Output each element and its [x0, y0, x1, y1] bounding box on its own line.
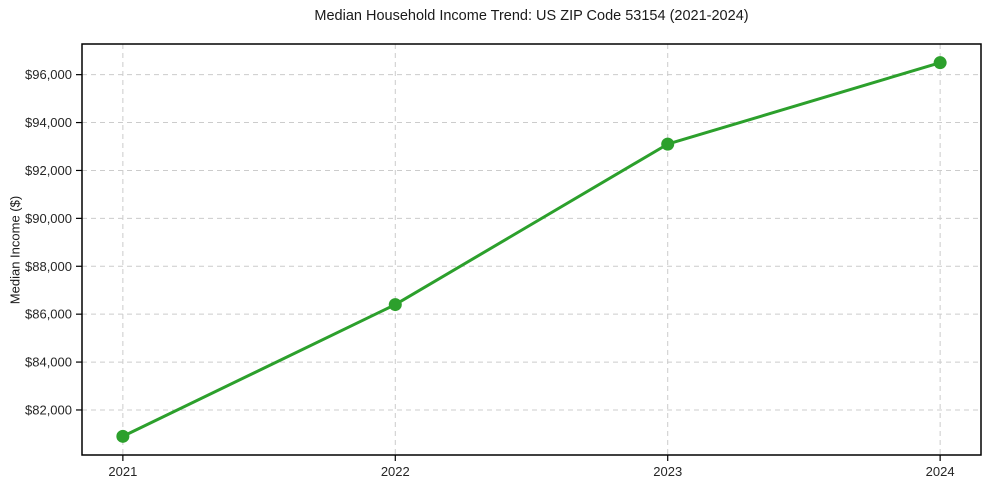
y-tick-label: $94,000 — [25, 115, 72, 130]
x-tick-label: 2023 — [653, 464, 682, 479]
y-tick-label: $88,000 — [25, 259, 72, 274]
line-series — [121, 61, 942, 438]
y-tick-label: $84,000 — [25, 355, 72, 370]
y-tick-label: $92,000 — [25, 163, 72, 178]
y-tick-label: $86,000 — [25, 307, 72, 322]
x-tick-label: 2022 — [381, 464, 410, 479]
data-point-marker — [661, 137, 675, 151]
data-point-marker — [388, 298, 402, 312]
plot-box — [81, 43, 982, 456]
y-tick-label: $96,000 — [25, 67, 72, 82]
data-point-marker — [933, 56, 947, 70]
x-tick-label: 2024 — [926, 464, 955, 479]
data-point-marker — [116, 429, 130, 443]
chart-title: Median Household Income Trend: US ZIP Co… — [314, 8, 749, 24]
x-tick-label: 2021 — [108, 464, 137, 479]
y-axis-label: Median Income ($) — [7, 195, 23, 305]
y-tick-label: $82,000 — [25, 402, 72, 417]
y-tick-label: $90,000 — [25, 211, 72, 226]
